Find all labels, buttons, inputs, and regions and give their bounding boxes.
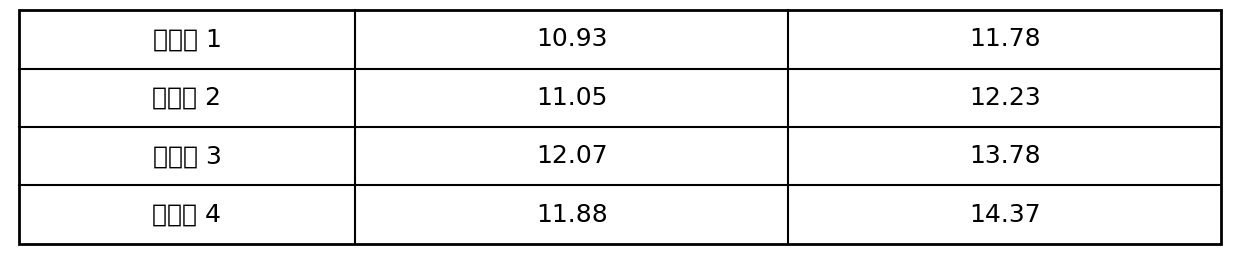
Text: 10.93: 10.93 — [536, 27, 608, 51]
Text: 12.07: 12.07 — [536, 144, 608, 168]
Text: 对比例 2: 对比例 2 — [153, 86, 222, 110]
Text: 11.78: 11.78 — [970, 27, 1040, 51]
Text: 14.37: 14.37 — [970, 203, 1040, 227]
Text: 12.23: 12.23 — [968, 86, 1040, 110]
Text: 对比例 1: 对比例 1 — [153, 27, 222, 51]
Text: 11.05: 11.05 — [536, 86, 608, 110]
Text: 13.78: 13.78 — [970, 144, 1040, 168]
Text: 11.88: 11.88 — [536, 203, 608, 227]
Text: 对比例 4: 对比例 4 — [153, 203, 222, 227]
Text: 对比例 3: 对比例 3 — [153, 144, 222, 168]
